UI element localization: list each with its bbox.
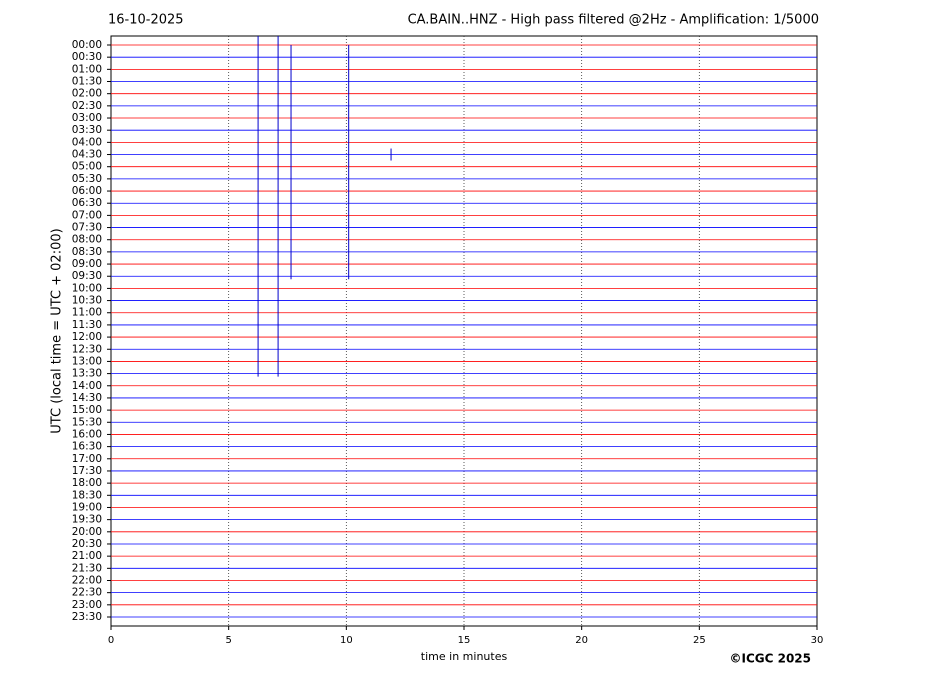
row-label: 02:00	[72, 88, 102, 100]
row-label: 13:30	[72, 368, 102, 380]
row-label: 01:00	[72, 63, 102, 75]
row-label: 02:30	[72, 100, 102, 112]
row-label: 05:00	[72, 161, 102, 173]
x-tick-label: 15	[458, 635, 471, 646]
row-label: 23:30	[72, 611, 102, 623]
x-tick-label: 30	[811, 635, 824, 646]
x-tick-label: 25	[693, 635, 706, 646]
row-label: 23:00	[72, 599, 102, 611]
row-label: 06:30	[72, 197, 102, 209]
row-label: 01:30	[72, 76, 102, 88]
row-label: 19:00	[72, 501, 102, 513]
row-label: 06:00	[72, 185, 102, 197]
row-label: 21:00	[72, 550, 102, 562]
row-label: 05:30	[72, 173, 102, 185]
row-label: 00:30	[72, 51, 102, 63]
row-label: 20:30	[72, 538, 102, 550]
row-label: 14:30	[72, 392, 102, 404]
row-label: 03:30	[72, 124, 102, 136]
row-label: 11:30	[72, 319, 102, 331]
row-label: 07:00	[72, 209, 102, 221]
row-label: 04:00	[72, 136, 102, 148]
row-label: 00:00	[72, 39, 102, 51]
copyright: ©ICGC 2025	[729, 652, 811, 666]
row-label: 11:00	[72, 307, 102, 319]
row-label: 17:30	[72, 465, 102, 477]
row-label: 18:30	[72, 489, 102, 501]
row-label: 17:00	[72, 453, 102, 465]
row-label: 13:00	[72, 355, 102, 367]
x-tick-label: 5	[225, 635, 231, 646]
row-label: 12:00	[72, 331, 102, 343]
row-label: 16:00	[72, 428, 102, 440]
row-label: 15:30	[72, 416, 102, 428]
row-label: 22:00	[72, 574, 102, 586]
row-label: 20:00	[72, 526, 102, 538]
row-label: 08:00	[72, 234, 102, 246]
x-axis-label: time in minutes	[421, 650, 508, 663]
row-label: 09:30	[72, 270, 102, 282]
row-label: 04:30	[72, 149, 102, 161]
x-tick-label: 10	[340, 635, 353, 646]
chart-title: CA.BAIN..HNZ - High pass filtered @2Hz -…	[408, 13, 819, 28]
x-tick-label: 20	[575, 635, 588, 646]
row-label: 03:00	[72, 112, 102, 124]
row-label: 08:30	[72, 246, 102, 258]
row-label: 15:00	[72, 404, 102, 416]
row-label: 16:30	[72, 441, 102, 453]
y-axis-label: UTC (local time = UTC + 02:00)	[50, 228, 65, 433]
x-tick-label: 0	[108, 635, 114, 646]
row-label: 14:00	[72, 380, 102, 392]
row-label: 07:30	[72, 222, 102, 234]
row-label: 18:00	[72, 477, 102, 489]
row-label: 12:30	[72, 343, 102, 355]
row-label: 21:30	[72, 562, 102, 574]
row-label: 09:00	[72, 258, 102, 270]
row-label: 10:30	[72, 295, 102, 307]
date-title: 16-10-2025	[108, 13, 184, 28]
row-label: 22:30	[72, 587, 102, 599]
row-label: 19:30	[72, 514, 102, 526]
row-label: 10:00	[72, 282, 102, 294]
